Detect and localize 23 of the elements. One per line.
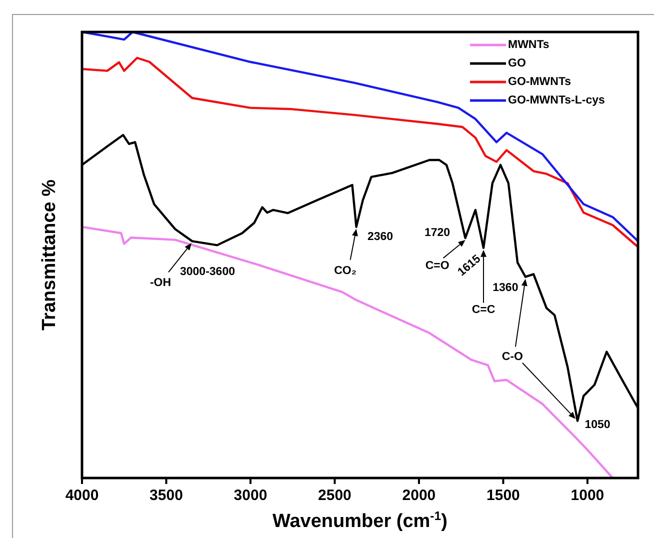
- y-axis-title: Transmittance %: [39, 179, 60, 330]
- x-tick-label: 1000: [570, 487, 604, 504]
- x-tick-label: 2500: [318, 487, 352, 504]
- x-tick-label: 1500: [486, 487, 520, 504]
- annotation: 1720: [424, 227, 450, 240]
- annotation: 1360: [492, 282, 518, 294]
- annotation: C=C: [472, 304, 496, 316]
- annotation: CO₂: [334, 264, 356, 277]
- x-tick-label: 3000: [234, 487, 268, 504]
- annotation: -OH: [150, 277, 172, 290]
- annotation: C=O: [425, 260, 450, 272]
- legend-label: GO-MWNTs: [508, 76, 572, 88]
- x-tick-label: 3500: [150, 487, 183, 504]
- annotation: 2360: [367, 230, 394, 243]
- legend-label: GO: [508, 58, 526, 70]
- legend-label: GO-MWNTs-L-cys: [508, 94, 605, 107]
- annotation: C-O: [502, 350, 524, 363]
- annotation: 1050: [584, 418, 610, 431]
- x-axis-title: Wavenumber (cm$^{-1}$): [272, 509, 448, 532]
- x-tick-label: 2000: [402, 487, 436, 504]
- x-tick-label: 4000: [65, 487, 99, 504]
- annotation: 3000-3600: [180, 266, 236, 278]
- legend-label: MWNTs: [508, 39, 550, 52]
